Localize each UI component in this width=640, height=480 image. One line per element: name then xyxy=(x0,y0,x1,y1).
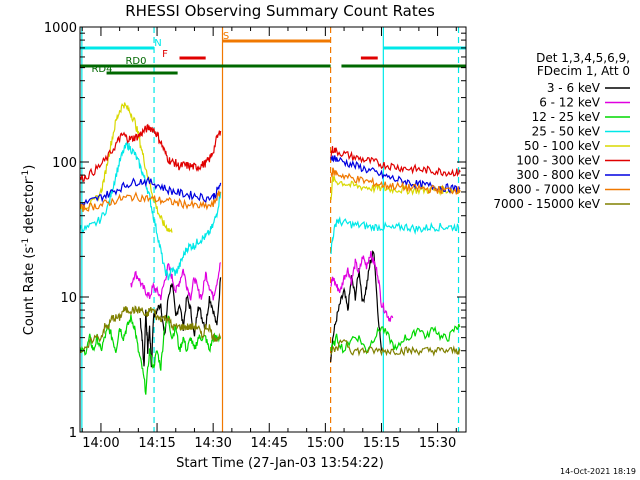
series-line xyxy=(79,190,221,212)
x-tick-label: 15:15 xyxy=(363,436,400,451)
y-tick-label: 10 xyxy=(60,291,77,306)
legend-entry-label: 6 - 12 keV xyxy=(539,96,601,110)
y-tick-label: 1000 xyxy=(44,21,77,36)
data-series xyxy=(79,102,461,395)
state-label-rd0: RD0 xyxy=(125,56,146,67)
series-12to25keV-keV xyxy=(79,314,461,395)
y-label-part-1: Count Rate (s xyxy=(22,247,37,336)
legend: Det 1,3,4,5,6,9,FDecim 1, Att 0 3 - 6 keV… xyxy=(493,51,630,211)
y-tick-label: 1 xyxy=(69,426,77,441)
series-line xyxy=(330,175,461,201)
series-line xyxy=(330,155,461,194)
series-line xyxy=(330,250,383,362)
x-tick-label: 14:45 xyxy=(251,436,288,451)
series-line xyxy=(79,102,173,233)
series-300to800keV-keV xyxy=(79,155,461,209)
state-label-s: S xyxy=(223,31,229,42)
x-tick-label: 14:30 xyxy=(194,436,231,451)
series-800to7000keV-keV xyxy=(79,167,461,212)
legend-entry-label: 800 - 7000 keV xyxy=(509,183,601,197)
legend-entry-label: 7000 - 15000 keV xyxy=(493,197,600,211)
y-label-part-3: ) xyxy=(22,165,37,170)
plot-frame xyxy=(79,26,467,433)
series-line xyxy=(330,323,461,355)
y-label-part-2: detector xyxy=(22,178,37,238)
state-change-lines xyxy=(81,27,460,432)
generation-timestamp: 14-Oct-2021 18:19 xyxy=(560,467,636,476)
x-tick-label: 14:00 xyxy=(82,436,119,451)
series-7000to15000keV-keV xyxy=(80,305,461,357)
series-6to12keV-keV xyxy=(130,251,394,322)
series-line xyxy=(330,338,461,357)
series-line xyxy=(130,262,222,301)
series-line xyxy=(330,251,394,322)
y-label-exp-2: -1 xyxy=(21,170,31,179)
legend-header: FDecim 1, Att 0 xyxy=(537,64,630,78)
legend-entry-label: 25 - 50 keV xyxy=(532,125,601,139)
legend-entry-label: 12 - 25 keV xyxy=(532,110,601,124)
state-label-n: N xyxy=(154,38,161,49)
legend-entry-label: 100 - 300 keV xyxy=(516,154,600,168)
axes: 1 10 100 1000 14:00 14:15 14:30 14:45 15:00 15:15… xyxy=(44,21,467,451)
series-line xyxy=(330,215,460,254)
series-line xyxy=(79,141,222,281)
x-tick-label: 14:15 xyxy=(138,436,175,451)
x-tick-label: 15:30 xyxy=(419,436,456,451)
state-bars: N S F RD0 RD4 xyxy=(80,31,466,75)
state-label-f: F xyxy=(162,49,168,60)
series-25to50keV-keV xyxy=(79,141,460,281)
series-line xyxy=(330,167,461,195)
chart-title: RHESSI Observing Summary Count Rates xyxy=(125,2,435,20)
legend-entry-label: 3 - 6 keV xyxy=(547,81,601,95)
series-line xyxy=(330,146,461,178)
series-line xyxy=(79,314,222,395)
series-line xyxy=(79,176,222,209)
y-axis-label: Count Rate (s-1 detector-1) xyxy=(21,165,37,336)
x-axis-label: Start Time (27-Jan-03 13:54:22) xyxy=(176,456,384,471)
series-line xyxy=(80,305,222,353)
state-label-rd4: RD4 xyxy=(91,64,112,75)
series-100to300keV-keV xyxy=(79,123,461,183)
series-line xyxy=(79,123,222,183)
legend-header: Det 1,3,4,5,6,9, xyxy=(536,51,630,65)
y-tick-label: 100 xyxy=(52,156,77,171)
x-tick-label: 15:00 xyxy=(307,436,344,451)
legend-entry-label: 300 - 800 keV xyxy=(516,168,600,182)
y-label-exp-1: -1 xyxy=(21,238,31,247)
series-50to100keV-keV xyxy=(79,102,461,233)
legend-entry-label: 50 - 100 keV xyxy=(524,139,601,153)
